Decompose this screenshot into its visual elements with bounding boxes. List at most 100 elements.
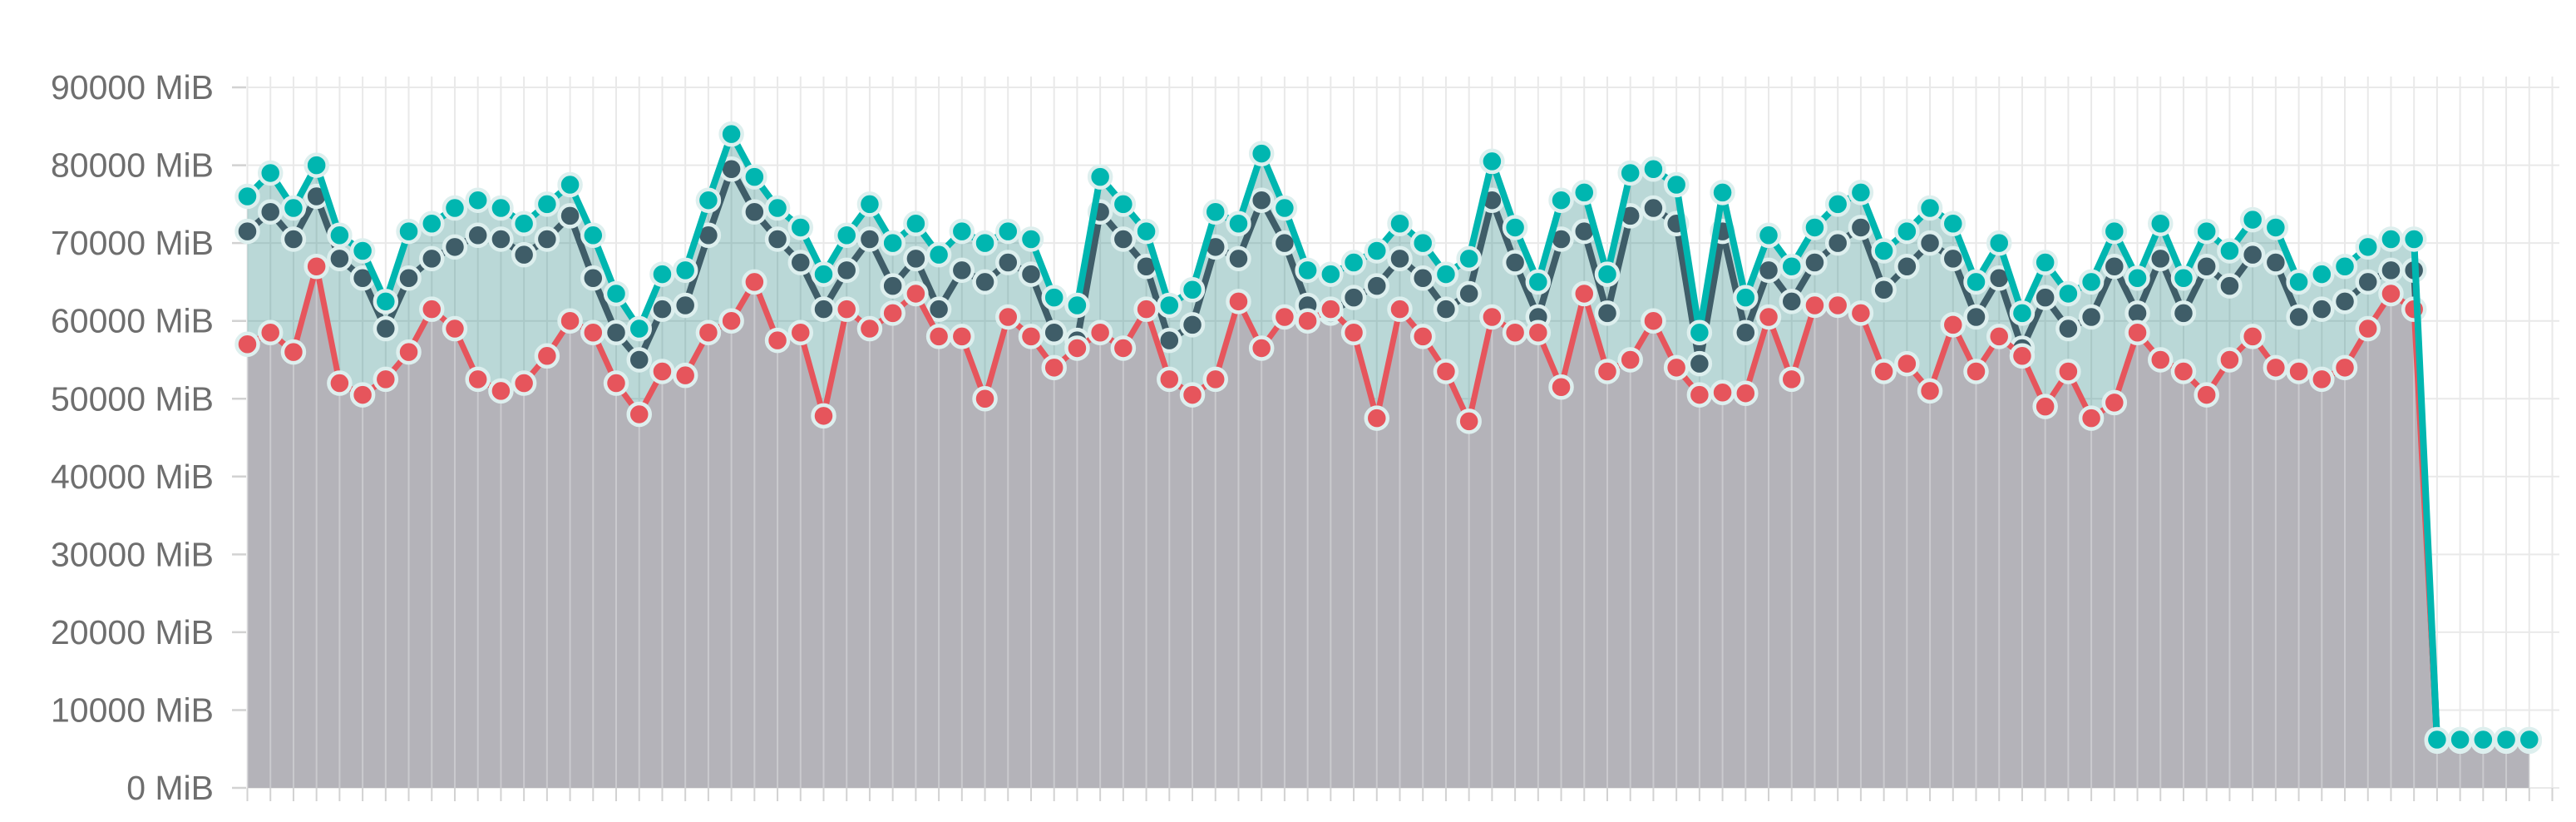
red-series-point[interactable]: [1917, 378, 1943, 404]
slate-series-point[interactable]: [2239, 241, 2266, 268]
teal-series-point[interactable]: [1409, 230, 1436, 256]
teal-series-point[interactable]: [2424, 726, 2450, 753]
teal-series-point[interactable]: [1917, 195, 1943, 221]
teal-series-point[interactable]: [1594, 261, 1621, 287]
slate-series-point[interactable]: [972, 269, 998, 295]
teal-series-point[interactable]: [2148, 210, 2174, 237]
red-series-point[interactable]: [1894, 350, 1920, 377]
teal-series-point[interactable]: [903, 210, 929, 237]
slate-series-point[interactable]: [1340, 285, 1367, 310]
teal-series-point[interactable]: [718, 121, 744, 147]
teal-series-point[interactable]: [856, 191, 883, 217]
slate-series-point[interactable]: [2217, 273, 2243, 299]
slate-series-point[interactable]: [995, 250, 1021, 275]
red-series-point[interactable]: [1110, 335, 1137, 361]
teal-series-point[interactable]: [1340, 250, 1367, 275]
teal-series-point[interactable]: [2470, 726, 2496, 753]
slate-series-point[interactable]: [2378, 257, 2404, 284]
teal-series-point[interactable]: [1525, 269, 1552, 295]
teal-series-point[interactable]: [649, 261, 675, 287]
red-series-point[interactable]: [373, 366, 399, 393]
red-series-point[interactable]: [1064, 335, 1090, 361]
teal-series-point[interactable]: [1871, 238, 1897, 264]
slate-series-point[interactable]: [1248, 187, 1275, 213]
slate-series-point[interactable]: [1824, 230, 1851, 256]
teal-series-point[interactable]: [1248, 141, 1275, 166]
red-series-point[interactable]: [2032, 394, 2058, 419]
teal-series-point[interactable]: [2009, 300, 2036, 326]
teal-series-point[interactable]: [1271, 195, 1298, 221]
red-series-point[interactable]: [1087, 319, 1113, 345]
teal-series-point[interactable]: [1779, 253, 1804, 280]
teal-series-point[interactable]: [465, 187, 491, 213]
teal-series-point[interactable]: [1018, 226, 1044, 252]
red-series-point[interactable]: [1963, 359, 1989, 384]
teal-series-point[interactable]: [1433, 261, 1459, 287]
red-series-point[interactable]: [1433, 359, 1459, 384]
slate-series-point[interactable]: [373, 315, 399, 342]
slate-series-point[interactable]: [1917, 230, 1943, 256]
slate-series-point[interactable]: [811, 296, 836, 322]
red-series-point[interactable]: [488, 378, 514, 404]
slate-series-point[interactable]: [1433, 296, 1459, 322]
slate-series-point[interactable]: [949, 257, 975, 284]
teal-series-point[interactable]: [2078, 269, 2105, 295]
slate-series-point[interactable]: [925, 296, 952, 322]
red-series-point[interactable]: [972, 386, 998, 412]
red-series-point[interactable]: [949, 324, 975, 349]
red-series-point[interactable]: [903, 280, 929, 307]
slate-series-point[interactable]: [257, 199, 284, 225]
slate-series-point[interactable]: [488, 226, 514, 252]
red-series-point[interactable]: [1479, 304, 1505, 330]
red-series-point[interactable]: [1318, 296, 1344, 322]
red-series-point[interactable]: [1226, 289, 1251, 314]
slate-series-point[interactable]: [626, 347, 652, 373]
red-series-point[interactable]: [1617, 347, 1643, 373]
red-series-point[interactable]: [1802, 292, 1828, 319]
red-series-point[interactable]: [349, 382, 376, 408]
teal-series-point[interactable]: [257, 160, 284, 186]
teal-series-point[interactable]: [1548, 187, 1574, 213]
teal-series-point[interactable]: [396, 218, 422, 245]
red-series-point[interactable]: [1686, 382, 1713, 408]
teal-series-point[interactable]: [2194, 218, 2219, 245]
teal-series-point[interactable]: [972, 230, 998, 256]
teal-series-point[interactable]: [442, 195, 468, 221]
teal-series-point[interactable]: [2263, 215, 2289, 240]
red-series-point[interactable]: [1986, 324, 2012, 349]
slate-series-point[interactable]: [419, 245, 445, 272]
slate-series-point[interactable]: [2263, 250, 2289, 275]
red-series-point[interactable]: [1663, 354, 1690, 381]
teal-series-point[interactable]: [511, 210, 537, 237]
red-series-point[interactable]: [2055, 359, 2081, 384]
slate-series-point[interactable]: [1110, 226, 1137, 252]
red-series-point[interactable]: [1018, 324, 1044, 349]
teal-series-point[interactable]: [2447, 726, 2473, 753]
teal-series-point[interactable]: [672, 257, 698, 284]
slate-series-point[interactable]: [1594, 300, 1621, 326]
red-series-point[interactable]: [257, 319, 284, 345]
slate-series-point[interactable]: [1733, 319, 1759, 345]
red-series-point[interactable]: [396, 339, 422, 365]
red-series-point[interactable]: [1157, 366, 1182, 393]
slate-series-point[interactable]: [856, 226, 883, 252]
teal-series-point[interactable]: [1686, 319, 1713, 345]
red-series-point[interactable]: [603, 370, 629, 396]
teal-series-point[interactable]: [1940, 210, 1967, 237]
red-series-point[interactable]: [626, 401, 652, 428]
teal-series-point[interactable]: [1226, 210, 1251, 237]
red-series-point[interactable]: [1340, 319, 1367, 345]
red-series-point[interactable]: [511, 370, 537, 396]
red-series-point[interactable]: [1409, 324, 1436, 349]
red-series-point[interactable]: [1824, 292, 1851, 319]
slate-series-point[interactable]: [534, 226, 560, 252]
red-series-point[interactable]: [303, 253, 329, 280]
red-series-point[interactable]: [1548, 374, 1574, 400]
slate-series-point[interactable]: [1179, 312, 1206, 338]
red-series-point[interactable]: [1940, 312, 1967, 338]
teal-series-point[interactable]: [1110, 191, 1137, 217]
red-series-point[interactable]: [1641, 308, 1666, 334]
teal-series-point[interactable]: [2239, 206, 2266, 233]
red-series-point[interactable]: [1755, 304, 1782, 330]
teal-series-point[interactable]: [787, 215, 814, 240]
